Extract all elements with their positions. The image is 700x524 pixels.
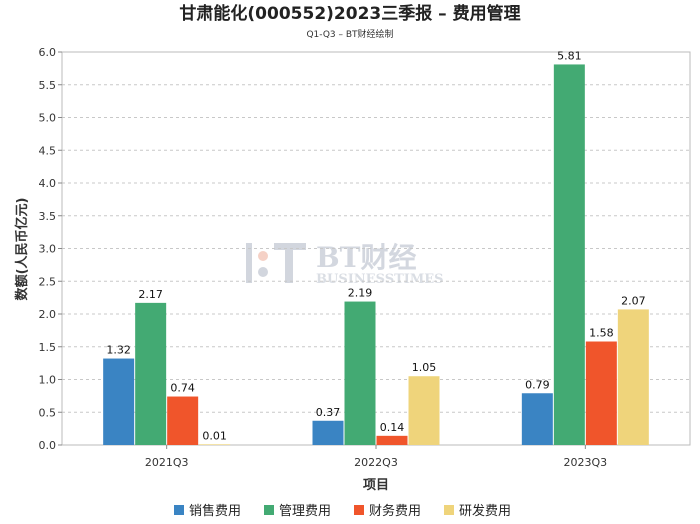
legend-label: 财务费用	[369, 503, 421, 519]
x-tick-label: 2022Q3	[354, 456, 398, 469]
x-axis: 2021Q3 2022Q3 2023Q3	[145, 445, 607, 469]
bar	[408, 376, 440, 445]
legend-label: 管理费用	[279, 504, 331, 519]
legend-swatch	[264, 505, 274, 515]
y-tick-label: 5.0	[39, 112, 57, 125]
bar-value-label: 0.14	[380, 421, 405, 434]
y-tick-label: 0.0	[39, 439, 57, 452]
watermark-logo-dot	[258, 251, 268, 261]
bars	[103, 64, 649, 445]
bar	[135, 302, 167, 445]
y-axis-label: 数额(人民币亿元)	[14, 198, 30, 301]
bar-value-label: 0.37	[316, 406, 341, 419]
legend-swatch	[354, 505, 364, 515]
bar-value-label: 1.58	[589, 327, 614, 340]
watermark-logo-bar-1	[246, 243, 252, 283]
bar	[553, 64, 585, 445]
watermark-main: BT财经	[316, 241, 417, 274]
bar	[617, 309, 649, 445]
bar-value-label: 1.32	[106, 344, 131, 357]
y-tick-label: 2.5	[39, 275, 57, 288]
x-tick-label: 2023Q3	[564, 456, 608, 469]
y-tick-label: 1.5	[39, 341, 57, 354]
legend: 销售费用 管理费用 财务费用 研发费用	[174, 503, 511, 519]
watermark-logo-bar-2	[274, 243, 306, 250]
bar	[103, 358, 135, 445]
data-labels: 1.32 2.17 0.74 0.01 0.37 2.19 0.14 1.05 0.79 5.81…	[106, 49, 645, 442]
x-tick-label: 2021Q3	[145, 456, 189, 469]
bar	[167, 396, 199, 445]
y-tick-label: 2.0	[39, 308, 57, 321]
watermark-logo-dot-2	[258, 267, 268, 277]
bar-value-label: 2.07	[621, 294, 646, 307]
bar	[585, 341, 617, 445]
watermark: BT财经 BUSINESSTIMES	[246, 241, 444, 287]
chart-subtitle: Q1-Q3 – BT财经绘制	[306, 28, 393, 40]
y-tick-label: 6.0	[39, 46, 57, 59]
y-tick-label: 1.0	[39, 374, 57, 387]
x-axis-label: 项目	[363, 478, 389, 493]
bar	[312, 420, 344, 445]
bar	[376, 435, 408, 445]
bar-value-label: 0.01	[202, 429, 227, 442]
y-axis: 0.0 0.5 1.0 1.5 2.0 2.5 3.0 3.5 4.0 4.5 5.0 5.5 6.0	[39, 46, 62, 452]
bar-value-label: 2.19	[348, 287, 373, 300]
bar	[344, 301, 376, 445]
watermark-logo-bar-3	[285, 250, 293, 283]
legend-label: 研发费用	[459, 503, 511, 519]
y-tick-label: 4.5	[39, 144, 57, 157]
watermark-sub: BUSINESSTIMES	[316, 272, 444, 287]
grid	[62, 84, 690, 413]
chart-title: 甘肃能化(000552)2023三季报 – 费用管理	[179, 3, 520, 24]
y-tick-label: 3.5	[39, 210, 57, 223]
legend-swatch	[444, 505, 454, 515]
legend-swatch	[174, 505, 184, 515]
legend-label: 销售费用	[189, 503, 241, 519]
bar-value-label: 1.05	[412, 361, 437, 374]
bar-value-label: 2.17	[138, 288, 163, 301]
y-tick-label: 4.0	[39, 177, 57, 190]
bar-value-label: 5.81	[557, 49, 582, 62]
y-tick-label: 0.5	[39, 406, 57, 419]
bar	[199, 444, 231, 445]
bar	[521, 393, 553, 445]
y-tick-label: 5.5	[39, 79, 57, 92]
bar-value-label: 0.79	[525, 378, 550, 391]
y-tick-label: 3.0	[39, 243, 57, 256]
bar-value-label: 0.74	[170, 382, 195, 395]
